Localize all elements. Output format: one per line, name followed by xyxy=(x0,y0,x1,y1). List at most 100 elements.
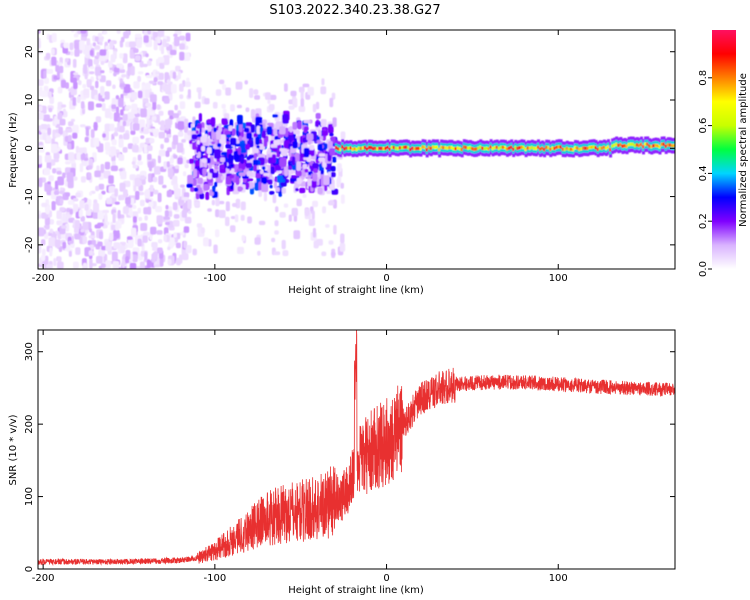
heatmap-cell xyxy=(137,75,141,82)
heatmap-cell xyxy=(274,230,279,235)
heatmap-cell xyxy=(59,207,65,212)
y-tick-label: 10 xyxy=(24,94,35,107)
heatmap-cell xyxy=(99,41,103,46)
heatmap-cell xyxy=(108,60,113,68)
heatmap-cell xyxy=(153,166,161,175)
heatmap-cell xyxy=(331,92,336,100)
heatmap-cell xyxy=(238,162,246,170)
heatmap-cell xyxy=(485,146,489,150)
heatmap-cell xyxy=(475,147,479,151)
snr-frame xyxy=(37,329,676,570)
heatmap-cell xyxy=(120,170,127,180)
heatmap-cell xyxy=(181,139,186,143)
heatmap-cell xyxy=(329,148,337,156)
heatmap-cell xyxy=(129,210,133,217)
heatmap-cell xyxy=(225,87,231,96)
heatmap-cell xyxy=(341,145,345,149)
heatmap-cell xyxy=(481,146,485,150)
heatmap-cell xyxy=(325,224,330,228)
heatmap-cell xyxy=(183,192,190,198)
heatmap-cell xyxy=(328,123,334,134)
heatmap-cell xyxy=(54,239,61,248)
heatmap-cell xyxy=(524,147,528,151)
heatmap-cell xyxy=(559,145,563,149)
heatmap-cell xyxy=(60,39,65,44)
heatmap-cell xyxy=(228,125,233,131)
heatmap-cell xyxy=(245,143,250,150)
heatmap-cell xyxy=(220,175,225,181)
heatmap-cell xyxy=(520,145,524,149)
heatmap-cell xyxy=(108,185,115,193)
heatmap-cell xyxy=(167,168,174,178)
heatmap-cell xyxy=(113,72,117,77)
heatmap-cell xyxy=(190,187,195,192)
heatmap-cell xyxy=(213,244,218,254)
heatmap-cell xyxy=(184,81,191,88)
heatmap-cell xyxy=(144,215,148,221)
heatmap-cell xyxy=(293,129,300,135)
heatmap-cell xyxy=(288,105,295,110)
heatmap-cell xyxy=(158,72,164,80)
heatmap-cell xyxy=(118,154,125,161)
heatmap-cell xyxy=(207,208,212,212)
heatmap-cell xyxy=(145,189,151,199)
heatmap-cell xyxy=(44,77,49,84)
heatmap-cell xyxy=(183,226,190,233)
heatmap-cell xyxy=(460,147,464,152)
heatmap-cell xyxy=(261,182,269,193)
heatmap-cell xyxy=(263,137,268,147)
heatmap-cell xyxy=(147,153,152,160)
heatmap-cell xyxy=(214,165,219,171)
heatmap-cell xyxy=(78,209,83,218)
heatmap-cell xyxy=(594,146,598,150)
heatmap-cell xyxy=(189,139,193,145)
heatmap-cell xyxy=(104,108,111,119)
heatmap-cell xyxy=(292,97,298,108)
heatmap-cell xyxy=(289,126,293,133)
heatmap-cell xyxy=(84,136,89,143)
heatmap-cell xyxy=(143,35,149,43)
heatmap-cell xyxy=(491,146,495,151)
heatmap-cell xyxy=(284,83,288,92)
heatmap-cell xyxy=(81,159,87,166)
heatmap-cell xyxy=(146,145,153,151)
heatmap-cell xyxy=(339,147,343,152)
heatmap-cell xyxy=(172,71,177,79)
heatmap-cell xyxy=(156,104,161,110)
heatmap-cell xyxy=(240,201,246,211)
heatmap-cell xyxy=(120,245,126,254)
heatmap-cell xyxy=(631,142,635,146)
heatmap-cell xyxy=(154,131,158,138)
heatmap-cell xyxy=(135,190,140,200)
heatmap-cell xyxy=(336,163,342,172)
heatmap-cell xyxy=(140,175,146,180)
heatmap-cell xyxy=(118,138,124,148)
heatmap-cell xyxy=(173,154,178,159)
heatmap-cell xyxy=(184,118,189,127)
colorbar-tick-label: 0.6 xyxy=(698,118,709,134)
heatmap-cell xyxy=(238,172,246,177)
heatmap-cell xyxy=(98,183,105,190)
heatmap-cell xyxy=(134,113,140,118)
heatmap-cell xyxy=(317,187,323,195)
heatmap-cell xyxy=(131,109,138,114)
heatmap-cell xyxy=(431,145,435,149)
heatmap-cell xyxy=(268,104,275,111)
heatmap-cell xyxy=(155,71,160,75)
heatmap-cell xyxy=(277,175,283,183)
heatmap-cell xyxy=(361,146,365,150)
heatmap-cell xyxy=(44,155,52,163)
heatmap-cell xyxy=(203,184,209,191)
heatmap-cell xyxy=(584,146,588,150)
heatmap-cell xyxy=(202,168,207,176)
heatmap-cell xyxy=(165,42,170,47)
heatmap-cell xyxy=(368,145,371,150)
heatmap-cell xyxy=(164,137,170,143)
heatmap-cell xyxy=(315,120,319,128)
heatmap-cell xyxy=(168,210,173,217)
heatmap-cell xyxy=(38,125,42,131)
heatmap-cell xyxy=(580,147,584,151)
heatmap-cell xyxy=(157,192,162,203)
heatmap-cell xyxy=(115,221,119,231)
heatmap-cell xyxy=(143,231,150,237)
